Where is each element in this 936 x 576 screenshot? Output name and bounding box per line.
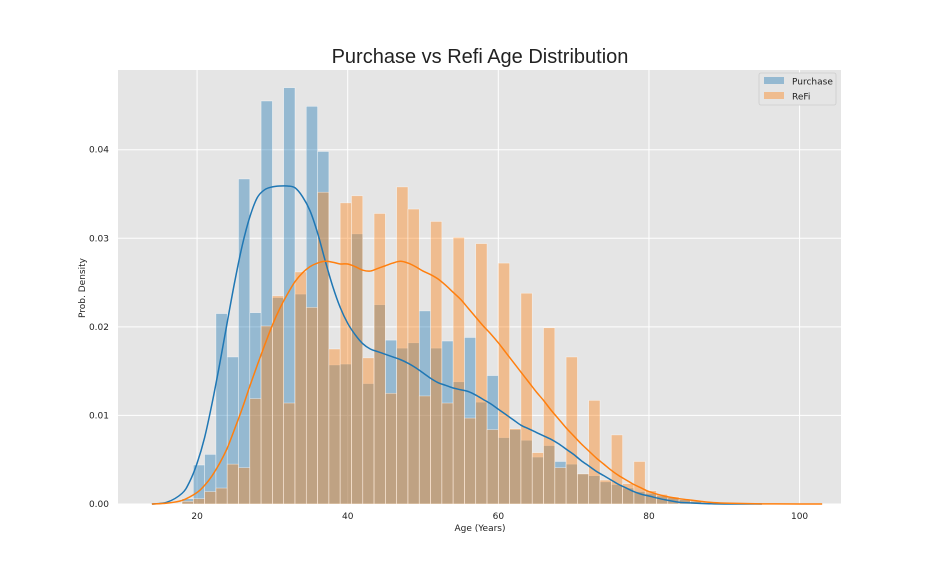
x-tick-label: 80 [643,512,655,522]
refi-bar [565,356,578,505]
chart-title: Purchase vs Refi Age Distribution [332,46,629,68]
x-axis-ticks: 20 40 60 80 100 [191,512,808,522]
refi-bar [441,402,454,505]
x-tick-label: 40 [342,512,354,522]
refi-bar [610,434,623,505]
purchase-kde-line [151,185,762,505]
refi-kde-line [151,260,823,505]
refi-bar [339,202,352,505]
refi-bar [633,461,646,505]
refi-bar [305,307,318,505]
legend-box [758,72,837,106]
y-tick-label: 0.03 [89,234,109,244]
legend-label-purchase: Purchase [792,78,833,88]
legend: Purchase ReFi [758,72,837,106]
refi-bar [249,398,262,505]
purchase-bar [215,313,228,505]
refi-bar [430,221,443,505]
refi-bar [475,243,488,505]
refi-bar [373,213,386,505]
refi-bar [486,429,499,505]
refi-bar [362,357,375,505]
x-axis-label: Age (Years) [454,524,505,534]
refi-bar [328,348,341,505]
y-tick-label: 0.01 [89,411,109,421]
refi-bar [351,195,364,505]
y-tick-label: 0.04 [89,146,109,156]
y-tick-label: 0.02 [89,323,109,333]
refi-bar [272,295,284,505]
refi-bar [204,491,217,505]
refi-bar [452,237,465,505]
refi-bar [407,208,420,505]
refi-bar [238,467,251,505]
x-tick-label: 100 [791,512,808,522]
refi-bar [385,392,397,505]
refi-bar [531,452,544,505]
legend-label-refi: ReFi [792,93,810,103]
refi-bar [215,487,228,505]
legend-swatch-purchase [764,77,784,84]
x-tick-label: 60 [493,512,505,522]
refi-bar [599,479,612,505]
y-axis-ticks: 0.00 0.01 0.02 0.03 0.04 [89,146,109,510]
refi-bar [543,327,556,505]
refi-bar [509,428,522,505]
refi-bar [418,395,431,505]
legend-swatch-refi [764,92,784,99]
refi-bar [520,292,533,505]
x-tick-label: 20 [191,512,203,522]
refi-bar [317,191,330,505]
refi-bar [498,262,510,505]
refi-bar [577,473,590,505]
purchase-bar [238,178,251,505]
refi-bar [588,400,601,505]
refi-histogram [181,186,702,505]
refi-bar [193,498,205,505]
refi-bar [260,325,273,505]
refi-bar [554,467,567,505]
y-axis-label: Prob. Density [78,257,88,318]
refi-bar [464,417,477,505]
refi-bar [396,186,409,505]
refi-bar [283,402,296,505]
refi-bar [294,271,307,505]
refi-bar [181,501,194,505]
refi-bar [226,463,239,505]
y-tick-label: 0.00 [89,500,109,510]
